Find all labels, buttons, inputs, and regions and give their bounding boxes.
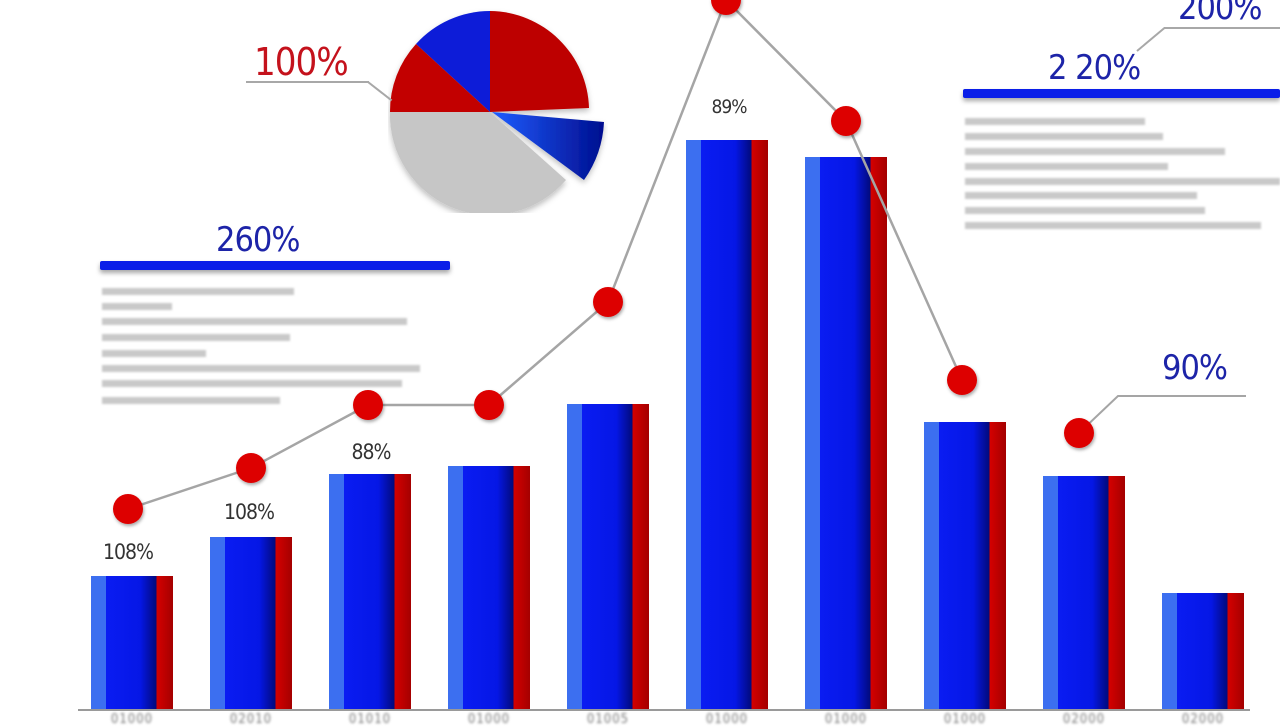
bar-2	[210, 537, 292, 709]
pie-callout-line	[246, 81, 369, 83]
bar-3-label: 88%	[351, 440, 392, 464]
bar-5	[567, 404, 649, 709]
right-callout-value: 90%	[1162, 348, 1228, 388]
left-panel-value: 260%	[216, 220, 300, 260]
top-right-value: 200%	[1178, 0, 1262, 28]
bar-1-label: 108%	[102, 540, 154, 564]
bar-9	[1043, 476, 1125, 709]
bar-1	[91, 576, 173, 709]
bar-2-label: 108%	[223, 500, 275, 524]
bar-6-label: 89%	[711, 96, 748, 118]
bar-8	[924, 422, 1006, 709]
pie-chart	[388, 8, 608, 216]
right-panel-rule	[963, 89, 1280, 98]
pie-callout-value: 100%	[254, 40, 349, 84]
left-panel-rule	[100, 261, 450, 270]
bar-6	[686, 140, 768, 709]
bar-10	[1162, 593, 1244, 709]
right-panel-value: 2 20%	[1048, 48, 1141, 88]
bar-3	[329, 474, 411, 709]
bar-7	[805, 157, 887, 709]
x-axis	[78, 709, 1250, 711]
bar-4	[448, 466, 530, 709]
top-right-callout-line	[1164, 27, 1280, 29]
